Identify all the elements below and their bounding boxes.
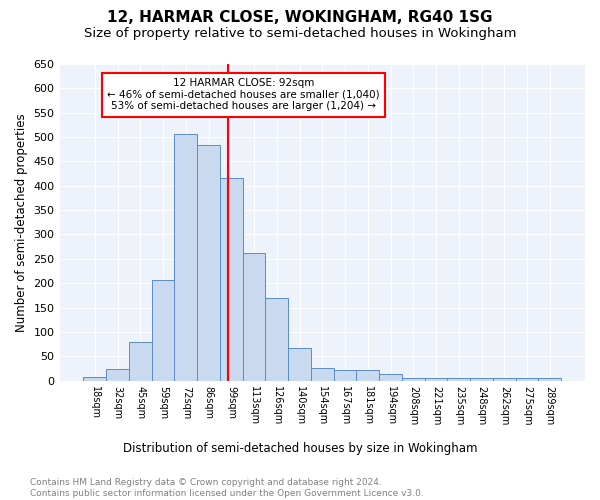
Bar: [402, 378, 425, 380]
Bar: [311, 368, 334, 380]
Bar: [197, 146, 220, 380]
Bar: [515, 378, 538, 380]
Bar: [152, 280, 175, 380]
Bar: [493, 378, 515, 380]
Bar: [265, 298, 288, 380]
Text: Size of property relative to semi-detached houses in Wokingham: Size of property relative to semi-detach…: [84, 28, 516, 40]
Bar: [129, 342, 152, 380]
Bar: [448, 378, 470, 380]
Bar: [334, 370, 356, 380]
Bar: [470, 378, 493, 380]
Y-axis label: Number of semi-detached properties: Number of semi-detached properties: [15, 113, 28, 332]
Bar: [425, 378, 448, 380]
Text: Distribution of semi-detached houses by size in Wokingham: Distribution of semi-detached houses by …: [123, 442, 477, 455]
Bar: [288, 348, 311, 380]
Bar: [220, 178, 242, 380]
Bar: [83, 377, 106, 380]
Bar: [356, 370, 379, 380]
Bar: [379, 374, 402, 380]
Bar: [106, 370, 129, 380]
Text: 12 HARMAR CLOSE: 92sqm
← 46% of semi-detached houses are smaller (1,040)
53% of : 12 HARMAR CLOSE: 92sqm ← 46% of semi-det…: [107, 78, 380, 112]
Bar: [242, 254, 265, 380]
Text: 12, HARMAR CLOSE, WOKINGHAM, RG40 1SG: 12, HARMAR CLOSE, WOKINGHAM, RG40 1SG: [107, 10, 493, 25]
Bar: [175, 134, 197, 380]
Text: Contains HM Land Registry data © Crown copyright and database right 2024.
Contai: Contains HM Land Registry data © Crown c…: [30, 478, 424, 498]
Bar: [538, 378, 561, 380]
